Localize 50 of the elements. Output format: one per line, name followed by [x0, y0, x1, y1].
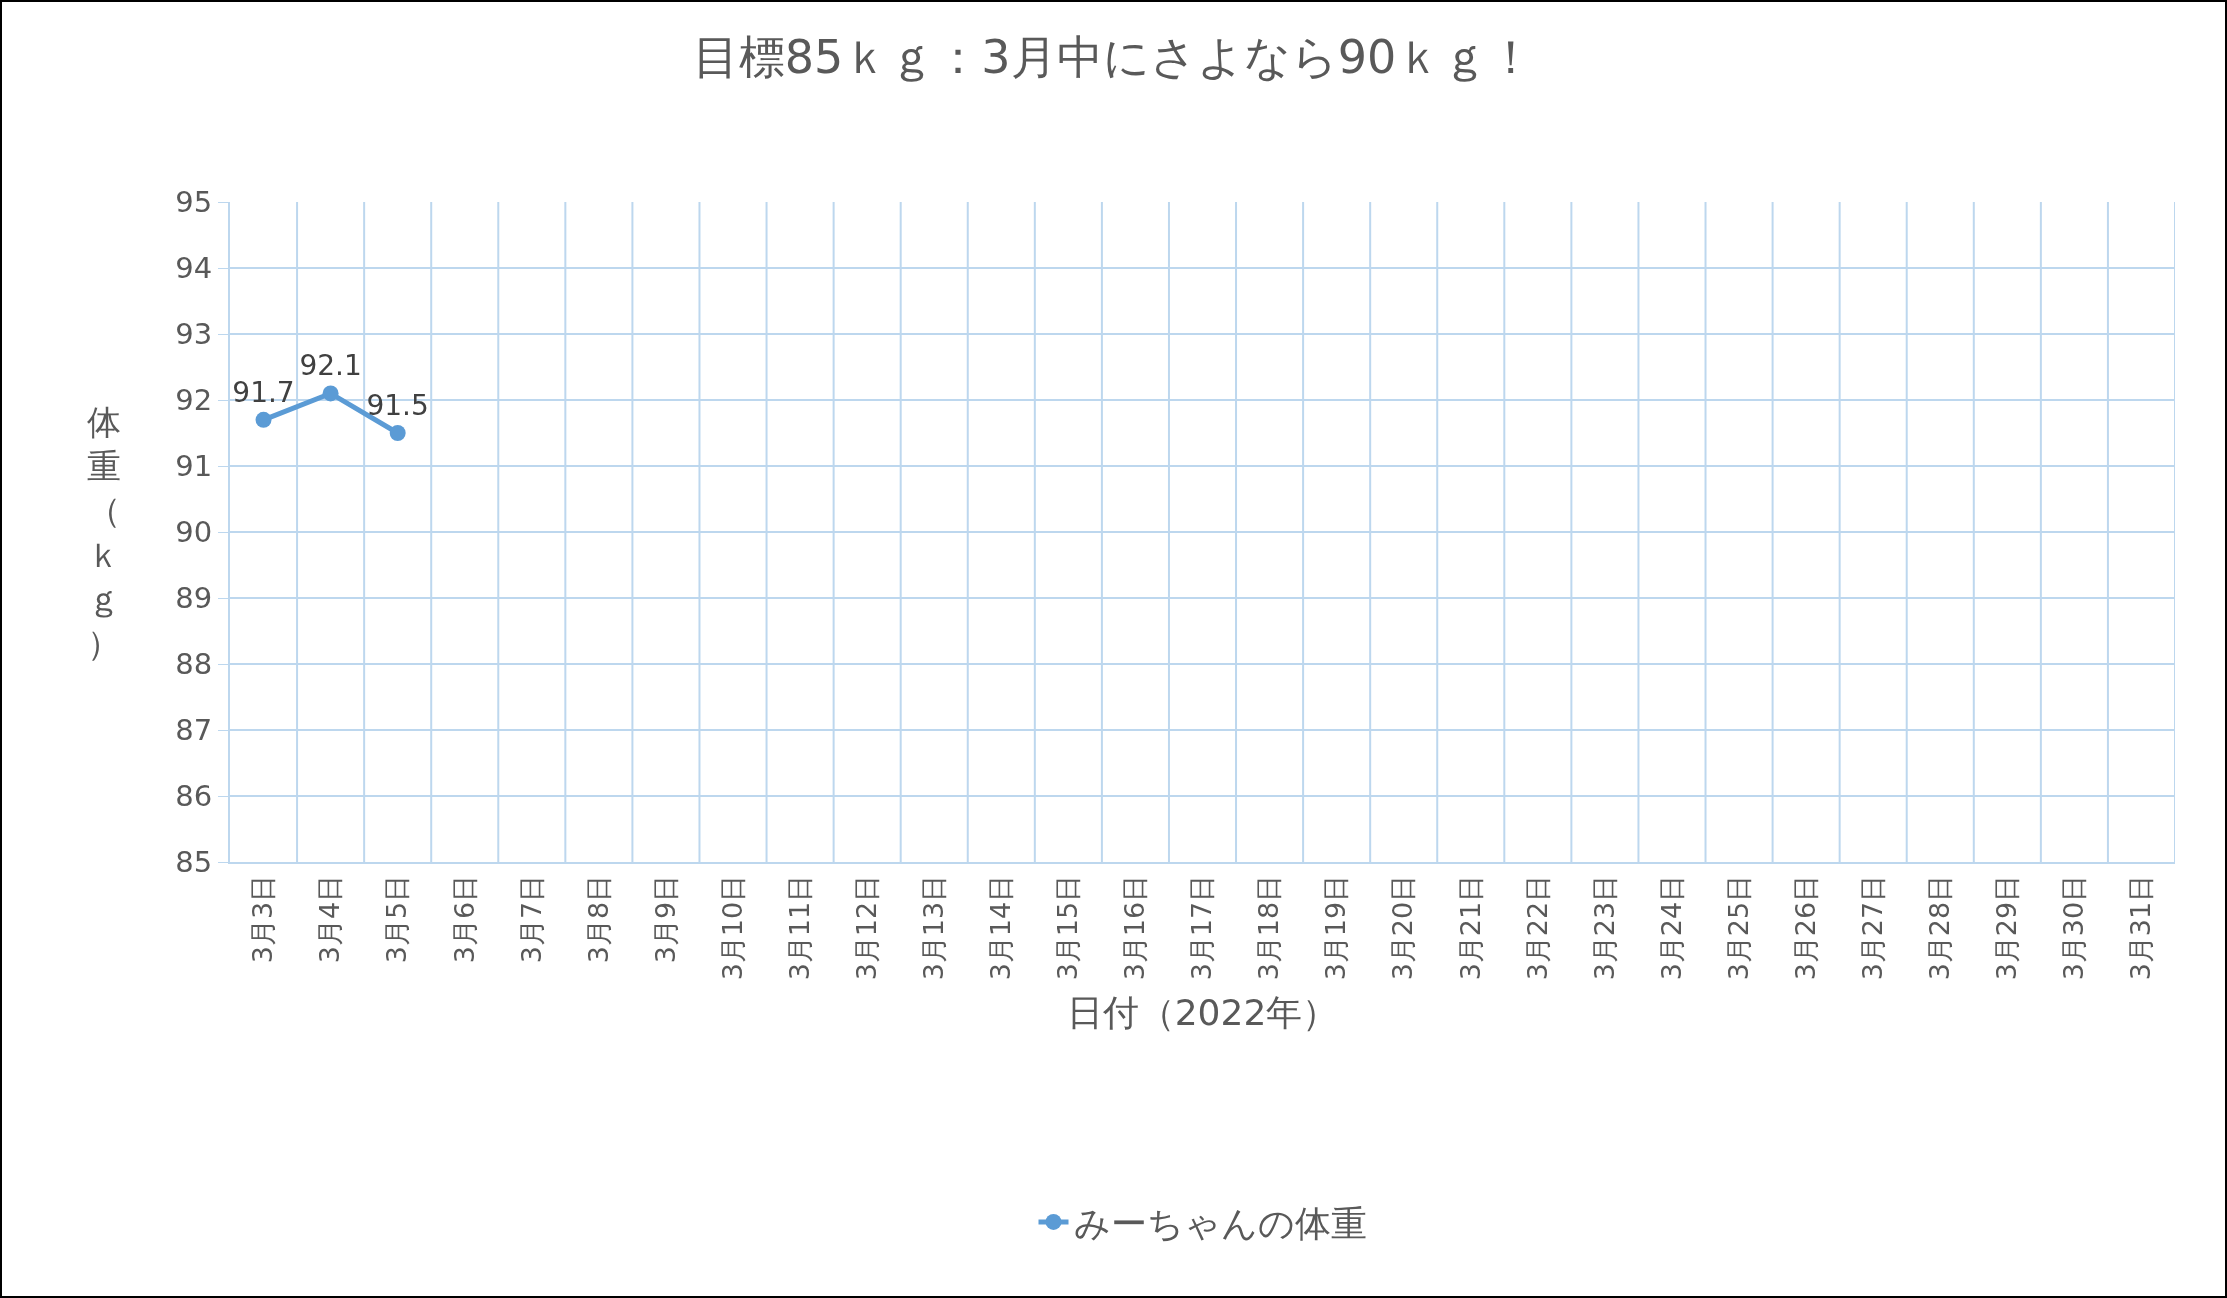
y-tick-label: 87 — [175, 713, 213, 748]
x-tick-label: 3月8日 — [582, 874, 614, 964]
x-tick-label: 3月18日 — [1253, 874, 1285, 981]
x-tick-label: 3月11日 — [783, 874, 815, 981]
x-tick-label: 3月9日 — [649, 874, 681, 964]
y-tick-label: 94 — [175, 251, 213, 286]
x-tick-label: 3月16日 — [1119, 874, 1151, 981]
y-tick-label: 95 — [175, 185, 213, 220]
x-tick-label: 3月25日 — [1722, 874, 1754, 981]
x-tick-label: 3月13日 — [917, 874, 949, 981]
x-tick-label: 3月15日 — [1052, 874, 1084, 981]
x-tick-label: 3月5日 — [381, 874, 413, 964]
y-tick-label: 86 — [175, 779, 213, 814]
chart-title: 目標85ｋｇ：3月中にさよなら90ｋｇ！ — [692, 30, 1535, 85]
x-tick-label: 3月31日 — [2125, 874, 2157, 981]
y-tick-label: 88 — [175, 647, 213, 682]
x-tick-label: 3月10日 — [716, 874, 748, 981]
x-tick-label: 3月22日 — [1521, 874, 1553, 981]
y-tick-label: 90 — [175, 515, 213, 550]
y-axis-title: 体重（ｋｇ） — [87, 402, 121, 663]
x-tick-label: 3月23日 — [1588, 874, 1620, 981]
y-tick-label: 85 — [175, 845, 213, 880]
x-tick-label: 3月28日 — [1924, 874, 1956, 981]
y-tick-label: 89 — [175, 581, 213, 616]
data-label: 91.5 — [366, 389, 429, 422]
data-label: 91.7 — [232, 375, 295, 409]
x-tick-label: 3月3日 — [247, 874, 279, 964]
legend-label: みーちゃんの体重 — [1073, 1202, 1367, 1244]
x-tick-label: 3月30日 — [2058, 874, 2090, 981]
y-tick-label: 91 — [175, 449, 213, 484]
x-tick-label: 3月14日 — [985, 874, 1017, 981]
x-tick-label: 3月27日 — [1856, 874, 1888, 981]
x-tick-label: 3月24日 — [1655, 874, 1687, 981]
y-tick-label: 92 — [175, 383, 213, 418]
x-tick-label: 3月19日 — [1320, 874, 1352, 981]
point — [322, 385, 339, 402]
x-tick-label: 3月12日 — [850, 874, 882, 981]
x-tick-label: 3月6日 — [448, 874, 480, 964]
x-tick-label: 3月29日 — [1991, 874, 2023, 981]
y-tick-label: 93 — [175, 317, 213, 352]
x-tick-label: 3月26日 — [1789, 874, 1821, 981]
point — [389, 425, 406, 441]
x-tick-label: 3月21日 — [1454, 874, 1486, 981]
point — [255, 411, 272, 428]
x-axis-title: 日付（2022年） — [1066, 991, 1339, 1033]
data-label: 92.1 — [299, 349, 362, 383]
x-tick-label: 3月17日 — [1186, 874, 1218, 981]
x-tick-label: 3月4日 — [314, 874, 346, 964]
x-tick-label: 3月20日 — [1387, 874, 1419, 981]
x-tick-label: 3月7日 — [515, 874, 547, 964]
